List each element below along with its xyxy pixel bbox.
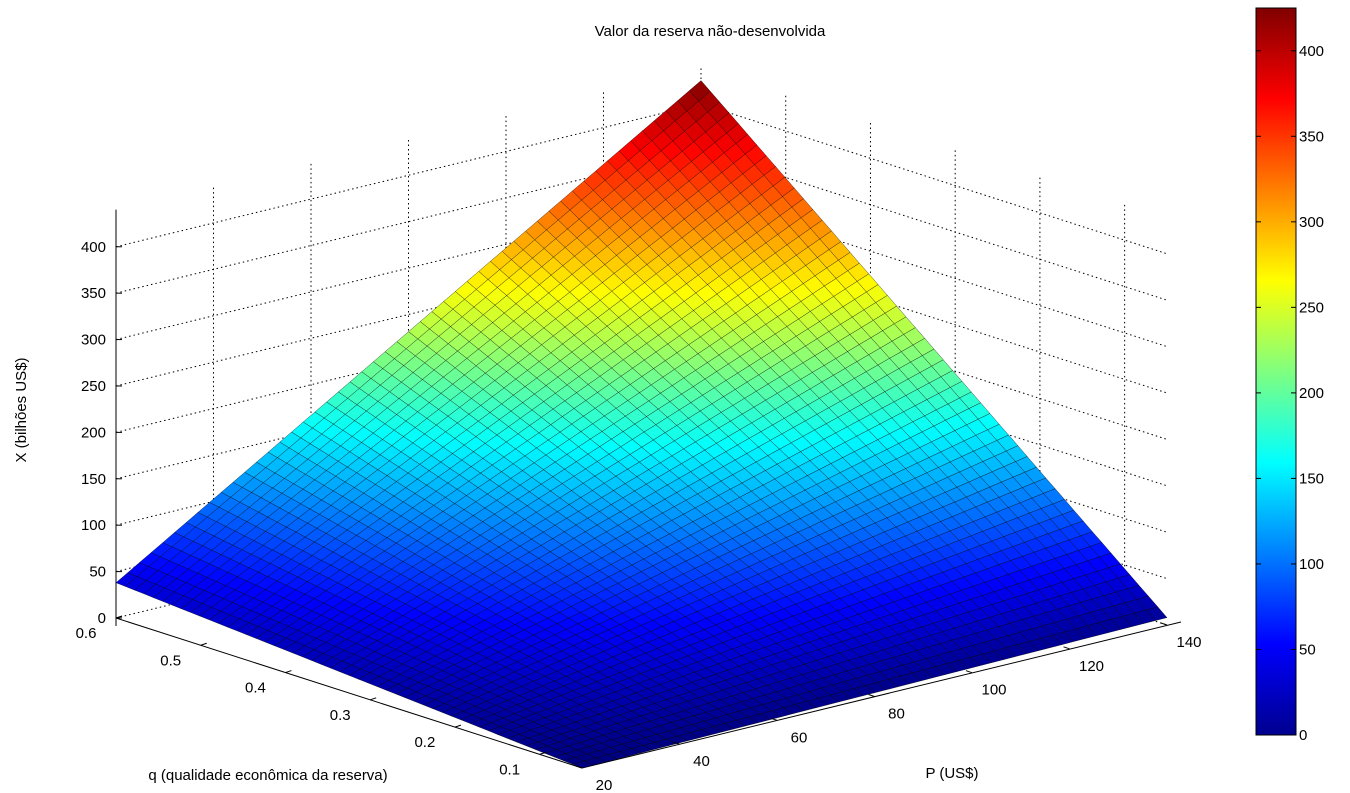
x-tick-mark bbox=[868, 694, 875, 697]
y-axis-label: q (qualidade econômica da reserva) bbox=[148, 767, 387, 784]
colorbar-tick-label: 150 bbox=[1299, 470, 1324, 487]
z-tick-label: 150 bbox=[81, 471, 106, 488]
y-tick-label: 0.2 bbox=[414, 734, 435, 751]
y-tick-mark bbox=[285, 670, 292, 674]
z-tick-label: 100 bbox=[81, 517, 106, 534]
y-tick-mark bbox=[454, 724, 462, 728]
colorbar-tick-label: 0 bbox=[1299, 727, 1307, 744]
x-axis-label: P (US$) bbox=[925, 765, 978, 782]
y-tick-label: 0.6 bbox=[76, 625, 97, 642]
x-tick-label: 40 bbox=[693, 753, 710, 770]
x-tick-mark bbox=[770, 717, 778, 721]
z-axis-label: X (bilhões US$) bbox=[13, 357, 30, 462]
z-tick-label: 250 bbox=[81, 378, 106, 395]
z-tick-label: 300 bbox=[81, 332, 106, 349]
z-tick-label: 0 bbox=[98, 610, 106, 627]
x-axis-line bbox=[581, 621, 1182, 769]
colorbar-tick-label: 50 bbox=[1299, 641, 1316, 658]
x-tick-label: 80 bbox=[888, 706, 905, 723]
y-axis-line bbox=[115, 617, 583, 769]
y-tick-label: 0.3 bbox=[330, 707, 351, 724]
x-tick-label: 60 bbox=[791, 729, 808, 746]
y-tick-label: 0.1 bbox=[499, 761, 520, 778]
colorbar-ticks: 0 50 100 150 200 250 300 350 400 bbox=[1256, 43, 1324, 744]
chart-title: Valor da reserva não-desenvolvida bbox=[595, 23, 826, 40]
y-tick-mark bbox=[539, 751, 546, 755]
surface-mesh bbox=[115, 80, 1168, 769]
x-tick-mark bbox=[1160, 622, 1168, 626]
x-tick-mark bbox=[575, 765, 583, 769]
axes bbox=[115, 209, 1182, 769]
colorbar-tick-label: 100 bbox=[1299, 556, 1324, 573]
colorbar-tick-label: 400 bbox=[1299, 43, 1324, 60]
colorbar: 0 50 100 150 200 250 300 350 400 bbox=[1255, 7, 1324, 744]
z-tick-label: 400 bbox=[81, 239, 106, 256]
colorbar-gradient bbox=[1255, 7, 1297, 736]
tick-labels: 20 40 60 80 100 120 140 0.1 0.2 0.3 0.4 0.5 0.60 50 10… bbox=[76, 239, 1202, 793]
x-tick-mark bbox=[1063, 646, 1070, 650]
colorbar-tick-label: 350 bbox=[1299, 128, 1324, 145]
x-tick-label: 120 bbox=[1079, 658, 1104, 675]
y-tick-mark bbox=[200, 642, 207, 646]
x-tick-mark bbox=[673, 741, 680, 745]
z-tick-label: 200 bbox=[81, 424, 106, 441]
colorbar-tick-label: 250 bbox=[1299, 299, 1324, 316]
x-tick-label: 20 bbox=[596, 777, 613, 793]
y-tick-label: 0.4 bbox=[245, 680, 266, 697]
y-tick-mark bbox=[370, 697, 377, 701]
x-tick-label: 140 bbox=[1176, 634, 1201, 651]
y-tick-label: 0.5 bbox=[160, 652, 181, 669]
colorbar-tick-label: 200 bbox=[1299, 385, 1324, 402]
z-tick-label: 50 bbox=[89, 564, 106, 581]
x-tick-mark bbox=[965, 670, 973, 674]
colorbar-tick-label: 300 bbox=[1299, 214, 1324, 231]
x-tick-label: 100 bbox=[981, 682, 1006, 699]
z-tick-label: 350 bbox=[81, 285, 106, 302]
